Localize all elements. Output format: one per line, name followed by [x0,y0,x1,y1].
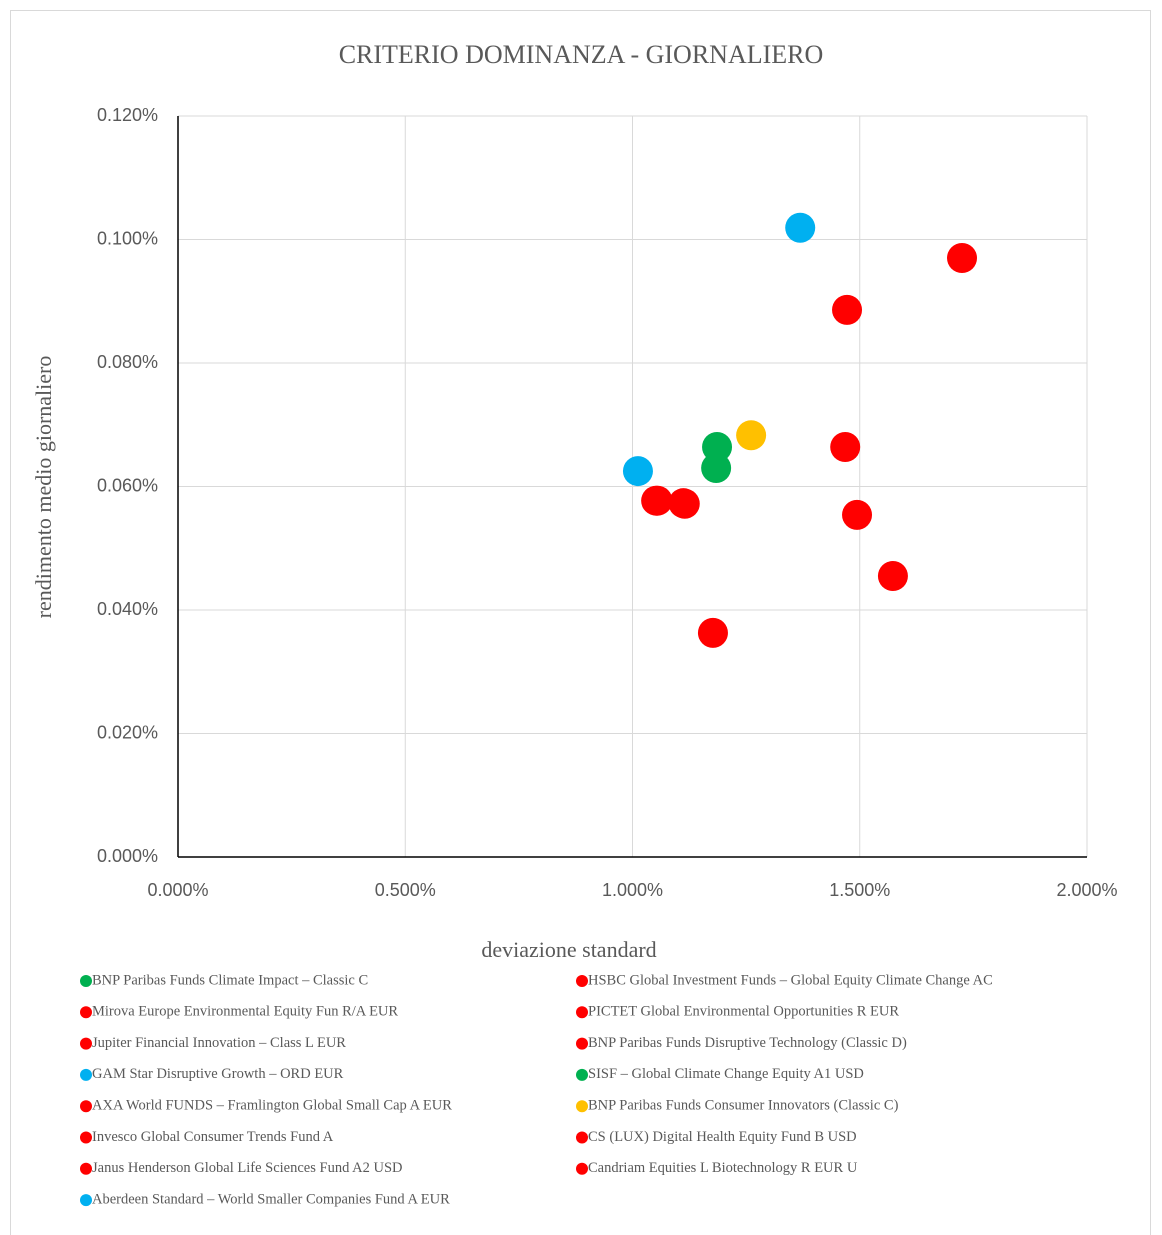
x-tick-label: 2.000% [1056,880,1117,900]
legend-label: Aberdeen Standard – World Smaller Compan… [92,1191,450,1207]
legend-marker [80,1131,92,1144]
point [697,617,728,648]
point [842,499,873,530]
legend-label: BNP Paribas Funds Climate Impact – Class… [92,972,368,988]
chart-frame [10,10,1151,1235]
legend-label: SISF – Global Climate Change Equity A1 U… [588,1066,864,1082]
legend-marker [576,1162,588,1175]
legend-marker [576,1100,588,1113]
point [785,212,816,243]
legend-marker [576,975,588,987]
legend-label: PICTET Global Environmental Opportunitie… [588,1004,899,1020]
y-tick-label: 0.120% [97,105,158,125]
chart-title: CRITERIO DOMINANZA - GIORNALIERO [339,40,824,69]
legend-label: BNP Paribas Funds Consumer Innovators (C… [588,1098,899,1114]
point [947,243,978,274]
y-tick-label: 0.000% [97,846,158,866]
legend-label: Mirova Europe Environmental Equity Fun R… [92,1004,398,1020]
legend-marker [576,1006,588,1019]
y-tick-label: 0.020% [97,722,158,742]
y-tick-label: 0.040% [97,599,158,619]
legend-label: Invesco Global Consumer Trends Fund A [92,1129,334,1145]
legend-label: GAM Star Disruptive Growth – ORD EUR [92,1066,344,1082]
legend-label: AXA World FUNDS – Framlington Global Sma… [92,1098,452,1114]
y-tick-label: 0.060% [97,475,158,495]
legend-marker [80,1100,92,1113]
x-tick-label: 0.500% [375,880,436,900]
point [832,294,863,325]
legend-marker [80,1037,92,1050]
legend-label: HSBC Global Investment Funds – Global Eq… [588,972,993,988]
point [642,485,673,516]
x-tick-label: 0.000% [147,880,208,900]
legend-marker [80,1068,92,1081]
legend-marker [80,1162,92,1175]
y-tick-label: 0.080% [97,352,158,372]
point [701,452,732,483]
legend-label: CS (LUX) Digital Health Equity Fund B US… [588,1129,857,1145]
x-tick-label: 1.000% [602,880,663,900]
legend-marker [80,1194,92,1207]
legend-label: Janus Henderson Global Life Sciences Fun… [92,1160,403,1176]
legend-label: BNP Paribas Funds Disruptive Technology … [588,1035,907,1051]
point [668,488,699,519]
legend-marker [576,1068,588,1081]
legend-marker [576,1037,588,1050]
y-axis-title: rendimento medio giornaliero [31,356,56,619]
x-tick-label: 1.500% [829,880,890,900]
point [877,561,908,592]
point [622,456,653,487]
legend-label: Candriam Equities L Biotechnology R EUR … [588,1160,858,1176]
point [830,431,861,462]
y-tick-label: 0.100% [97,228,158,248]
legend-marker [576,1131,588,1144]
legend-marker [80,1006,92,1019]
legend-marker [80,975,92,987]
x-axis-title: deviazione standard [481,937,656,962]
point [736,420,767,451]
point [702,431,733,462]
legend-label: Jupiter Financial Innovation – Class L E… [92,1035,346,1051]
